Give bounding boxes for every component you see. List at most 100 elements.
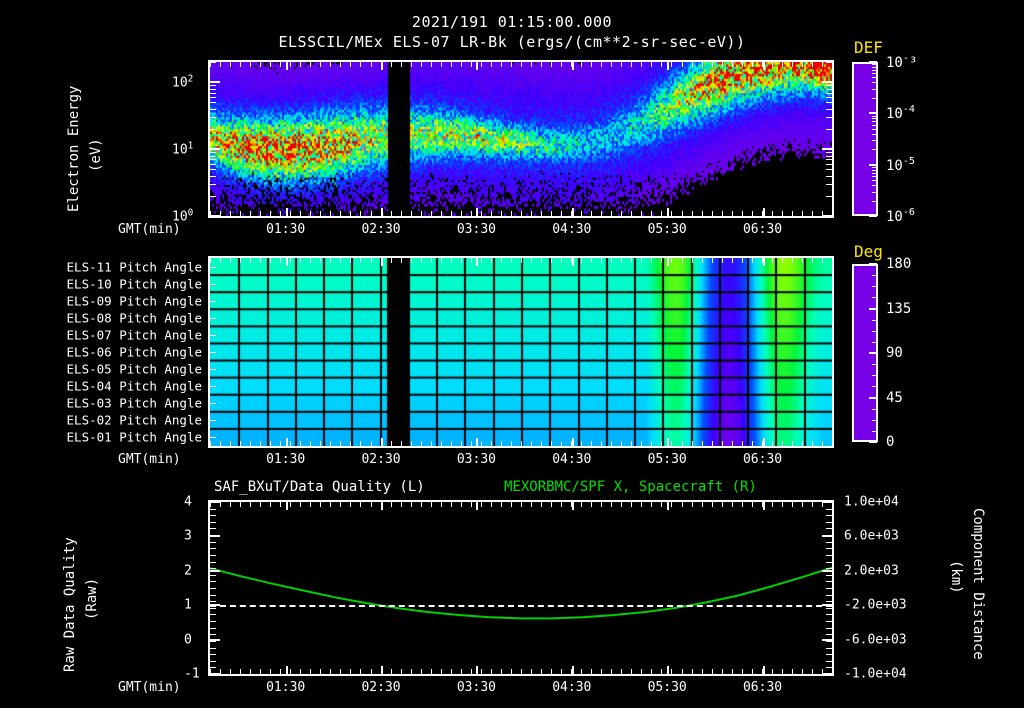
- panel3-xtick-minor: [220, 669, 222, 674]
- def-colorbar-minor-tick: [872, 124, 877, 126]
- panel2-xtick-minor: [731, 441, 733, 446]
- def-colorbar-major-tick-2: [869, 163, 877, 166]
- panel1-xtick-minor-top: [300, 62, 302, 67]
- panel3-xtick-label-5: 06:30: [742, 680, 783, 695]
- deg-colorbar-minor-tick: [872, 308, 877, 310]
- panel1-xtick-minor: [210, 211, 211, 216]
- panel3-xtick-minor-top: [430, 502, 432, 507]
- panel2-xtick-minor: [651, 441, 653, 446]
- panel2-ytick-minor: [210, 386, 216, 388]
- panel1-ytick-minor: [210, 152, 216, 154]
- panel1-ytick-minor-r: [826, 88, 832, 90]
- panel1-xtick-minor-top: [651, 62, 653, 67]
- panel1-xtick-minor-top: [721, 62, 723, 67]
- panel3-ytick-right-3: [822, 604, 832, 607]
- panel1-xtick-minor-top: [781, 62, 783, 67]
- panel2-xtick-minor: [691, 441, 693, 446]
- panel1-xtick-minor: [601, 211, 603, 216]
- deg-colorbar-label-3: 45: [886, 389, 903, 406]
- panel1-ytick-major-2: [210, 81, 220, 84]
- def-colorbar-label-0: 10-³: [886, 53, 918, 71]
- panel3-xtick-minor: [330, 669, 332, 674]
- panel2-xtick-minor: [460, 441, 462, 446]
- pitch-angle-row-label-6: ELS-05 Pitch Angle: [66, 361, 202, 377]
- panel3-ytick-minor-r: [826, 515, 832, 517]
- panel1-ytick-minor: [210, 169, 216, 171]
- panel1-xtick-label-0: 01:30: [266, 222, 306, 237]
- def-colorbar-minor-tick: [872, 82, 877, 84]
- panel2-xtick-minor: [340, 441, 342, 446]
- panel2-xtick-minor-top: [761, 258, 763, 263]
- panel3-xtick-minor-top: [651, 502, 653, 507]
- pitch-angle-row-label-8: ELS-03 Pitch Angle: [66, 395, 202, 411]
- panel2-xtick-minor-top: [460, 258, 462, 263]
- panel1-xtick-minor: [531, 211, 533, 216]
- panel3-ytick-left-label-0: 4: [184, 494, 192, 510]
- panel3-xtick-major-0: [285, 666, 288, 674]
- panel1-xtick-label-4: 05:30: [647, 222, 687, 237]
- panel2-xtick-minor: [821, 441, 823, 446]
- panel3-ytick-minor-l: [210, 548, 216, 550]
- panel3-xtick-minor: [621, 669, 623, 674]
- panel3-xtick-minor-top: [661, 502, 663, 507]
- panel1-xtick-minor: [811, 211, 813, 216]
- panel1-xtick-minor-top: [811, 62, 813, 67]
- panel1-xtick-minor: [801, 211, 803, 216]
- panel1-xtick-minor-top: [731, 62, 733, 67]
- panel2-xtick-minor-top: [250, 258, 252, 263]
- panel1-xtick-minor: [641, 211, 643, 216]
- def-colorbar-minor-tick: [872, 167, 877, 168]
- pitch-angle-row-label-3: ELS-08 Pitch Angle: [66, 310, 202, 326]
- panel1-ytick-minor-r: [826, 96, 832, 98]
- def-colorbar-minor-tick: [872, 133, 877, 135]
- panel3-xtick-minor: [400, 669, 402, 674]
- panel1-ytick-major-0: [210, 215, 220, 217]
- panel1-ytick-minor: [210, 128, 216, 130]
- panel1-xtick-minor-top: [621, 62, 623, 67]
- panel1-ytick-minor-r: [826, 102, 832, 104]
- panel3-xtick-minor: [270, 669, 272, 674]
- panel1-ytick-minor-r: [826, 108, 832, 110]
- def-colorbar-minor-tick: [872, 118, 877, 120]
- panel3-ytick-right-label-3: -2.0e+03: [844, 597, 907, 613]
- panel3-ytick-right-label-0: 1.0e+04: [844, 494, 899, 510]
- panel1-xtick-minor-top: [701, 62, 703, 67]
- panel3-xtick-minor-top: [210, 502, 211, 507]
- def-colorbar[interactable]: [852, 62, 878, 216]
- def-colorbar-label-2: 10-5: [886, 155, 915, 174]
- pitch-angle-panel[interactable]: [208, 256, 834, 448]
- deg-colorbar-label-0: 180: [886, 256, 912, 272]
- panel1-ytick-minor-r: [826, 128, 832, 130]
- panel2-xtick-minor: [711, 441, 713, 446]
- panel2-xtick-minor: [811, 441, 813, 446]
- panel2-xtick-minor: [420, 441, 422, 446]
- deg-colorbar-label-1: 135: [886, 300, 912, 317]
- electron-energy-spectrogram-panel[interactable]: [208, 60, 834, 218]
- panel3-xtick-minor: [531, 669, 533, 674]
- panel2-xtick-minor: [561, 441, 563, 446]
- data-quality-panel[interactable]: [208, 500, 834, 676]
- panel3-ytick-left-1: [210, 535, 220, 538]
- panel2-xtick-minor-top: [270, 258, 272, 263]
- panel3-xtick-minor-top: [320, 502, 322, 507]
- deg-colorbar-minor-tick: [872, 275, 877, 277]
- panel1-xtick-minor: [250, 211, 252, 216]
- panel1-xtick-top-3: [571, 62, 574, 70]
- panel1-ytick-minor-r: [826, 169, 832, 171]
- panel1-xtick-minor-top: [771, 62, 773, 67]
- panel3-ytick-minor-l: [210, 614, 216, 616]
- panel3-ytick-minor-r: [826, 647, 832, 649]
- panel2-xtick-top-1: [381, 258, 384, 266]
- panel3-xtick-minor-top: [340, 502, 342, 507]
- panel3-ytick-minor-l: [210, 574, 216, 576]
- panel2-xtick-minor: [571, 441, 573, 446]
- panel3-xtick-minor: [681, 669, 683, 674]
- panel2-xtick-top-4: [667, 258, 670, 266]
- deg-colorbar-minor-tick: [872, 364, 877, 366]
- deg-colorbar-minor-tick: [872, 408, 877, 410]
- panel3-xtick-minor: [541, 669, 543, 674]
- panel3-xtick-minor: [440, 669, 442, 674]
- panel2-xtick-minor-top: [541, 258, 543, 263]
- panel2-xtick-minor-top: [751, 258, 753, 263]
- panel1-ytick-minor: [210, 88, 216, 90]
